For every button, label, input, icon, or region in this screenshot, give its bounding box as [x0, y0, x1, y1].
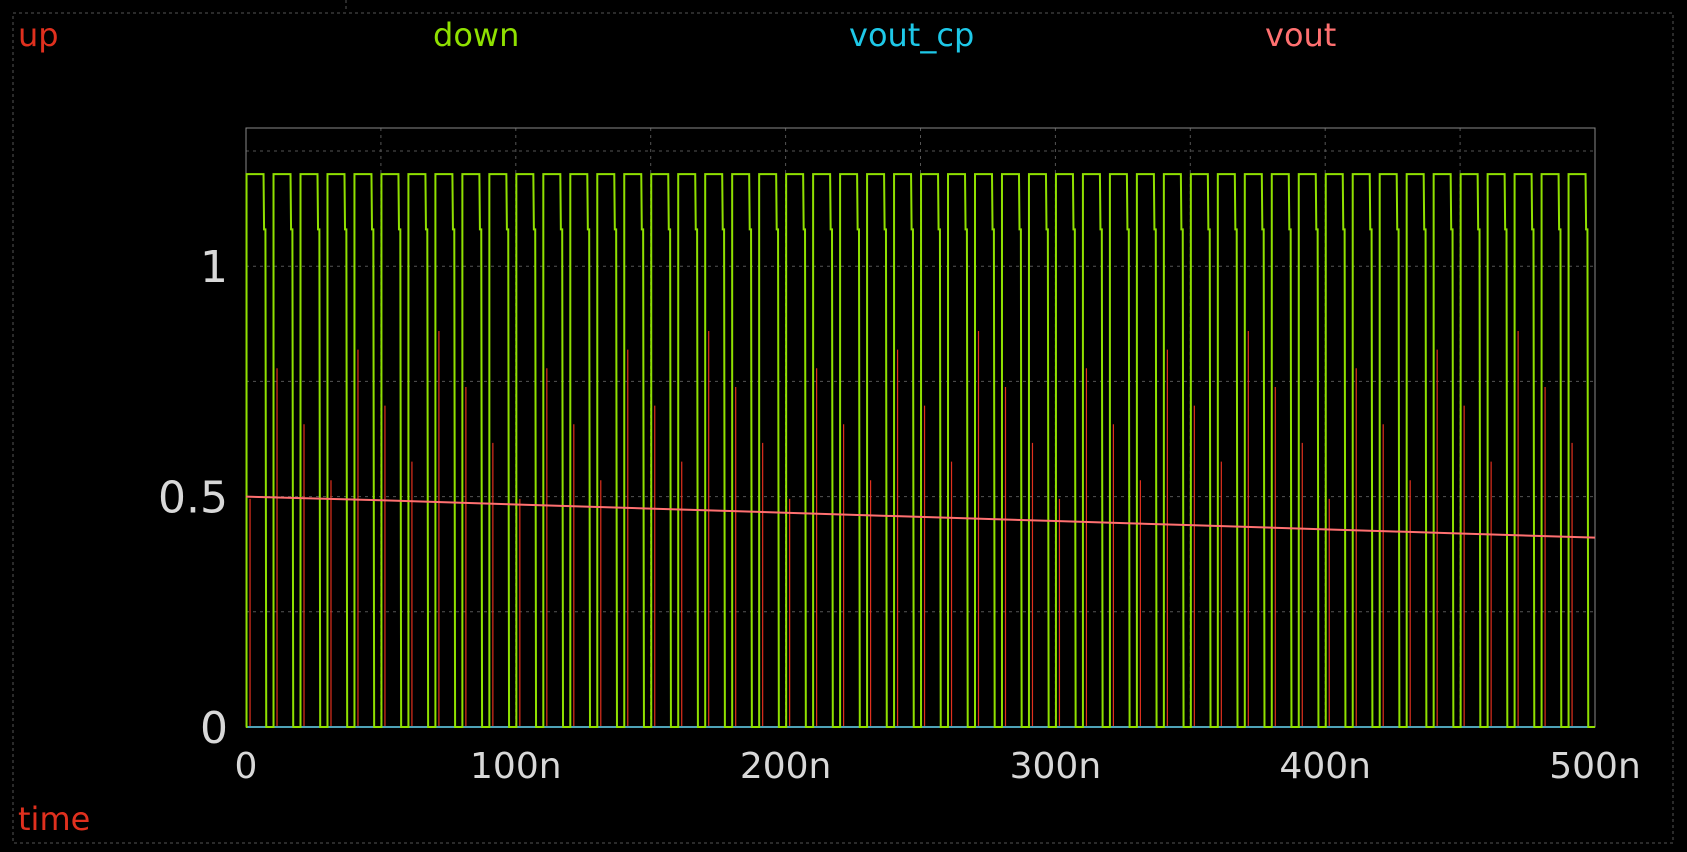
x-tick-label: 400n — [1279, 746, 1371, 787]
legend-vout: vout — [1265, 16, 1336, 54]
x-tick-label: 0 — [235, 746, 258, 787]
series-vout-line — [245, 495, 1596, 539]
x-tick-label: 100n — [470, 746, 562, 787]
x-axis-label: time — [18, 800, 90, 838]
x-tick-label: 500n — [1549, 746, 1641, 787]
ticks-layer: 0 100n 200n 300n 400n 500n 0 0.5 1 — [158, 242, 1641, 787]
outer-border — [12, 12, 1674, 844]
legend-vout-cp: vout_cp — [849, 16, 974, 54]
series-layer — [245, 173, 1596, 728]
legend-up: up — [18, 16, 59, 54]
y-tick-label: 1 — [200, 242, 228, 293]
legend-down: down — [433, 16, 519, 54]
x-tick-label: 300n — [1010, 746, 1102, 787]
x-tick-label: 200n — [740, 746, 832, 787]
y-tick-label: 0 — [200, 703, 228, 754]
y-tick-label: 0.5 — [158, 473, 228, 524]
series-down-line — [245, 173, 1595, 728]
